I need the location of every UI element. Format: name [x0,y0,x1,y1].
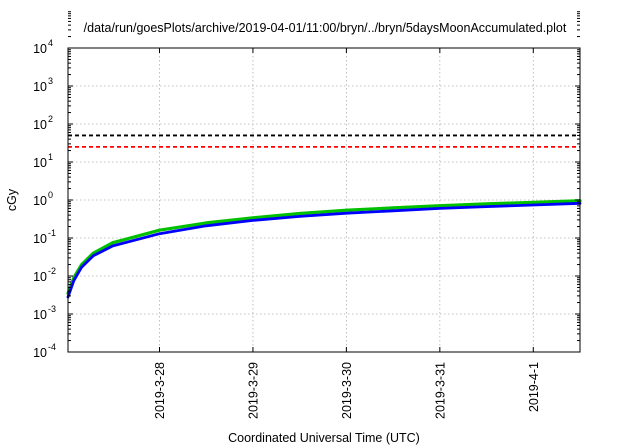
y-tick-label: 10 [33,346,47,360]
y-tick-label: 10 [33,156,47,170]
y-tick-exponent: -1 [48,228,56,238]
x-axis-label: Coordinated Universal Time (UTC) [228,431,420,445]
y-tick-exponent: -3 [48,304,56,314]
axis-ticks [68,11,580,353]
y-tick-label: 10 [33,42,47,56]
y-tick-exponent: 3 [48,76,53,86]
grid [68,48,580,352]
y-axis-label: cGy [5,188,19,211]
y-tick-label: 10 [33,194,47,208]
x-tick-label: 2019-3-30 [340,362,354,419]
x-tick-label: 2019-3-28 [153,362,167,419]
y-tick-label: 10 [33,118,47,132]
series-line [66,199,582,295]
y-tick-exponent: 2 [48,114,53,124]
x-tick-label: 2019-4-1 [527,362,541,412]
y-tick-label: 10 [33,270,47,284]
y-tick-exponent: 0 [48,190,53,200]
chart-title: /data/run/goesPlots/archive/2019-04-01/1… [84,21,567,35]
data-series [66,199,582,299]
x-tick-labels: 2019-3-28 2019-3-29 2019-3-30 2019-3-31 2019… [153,362,541,419]
y-tick-exponent: 4 [48,38,53,48]
y-tick-label: 10 [33,308,47,322]
y-tick-label: 10 [33,232,47,246]
x-tick-label: 2019-3-31 [433,362,447,419]
x-tick-label: 2019-3-29 [246,362,260,419]
reference-lines [68,134,580,148]
y-tick-exponent: 1 [48,152,53,162]
y-tick-label: 10 [33,80,47,94]
y-tick-exponent: -4 [48,342,56,352]
y-tick-exponent: -2 [48,266,56,276]
series-line [66,201,582,299]
